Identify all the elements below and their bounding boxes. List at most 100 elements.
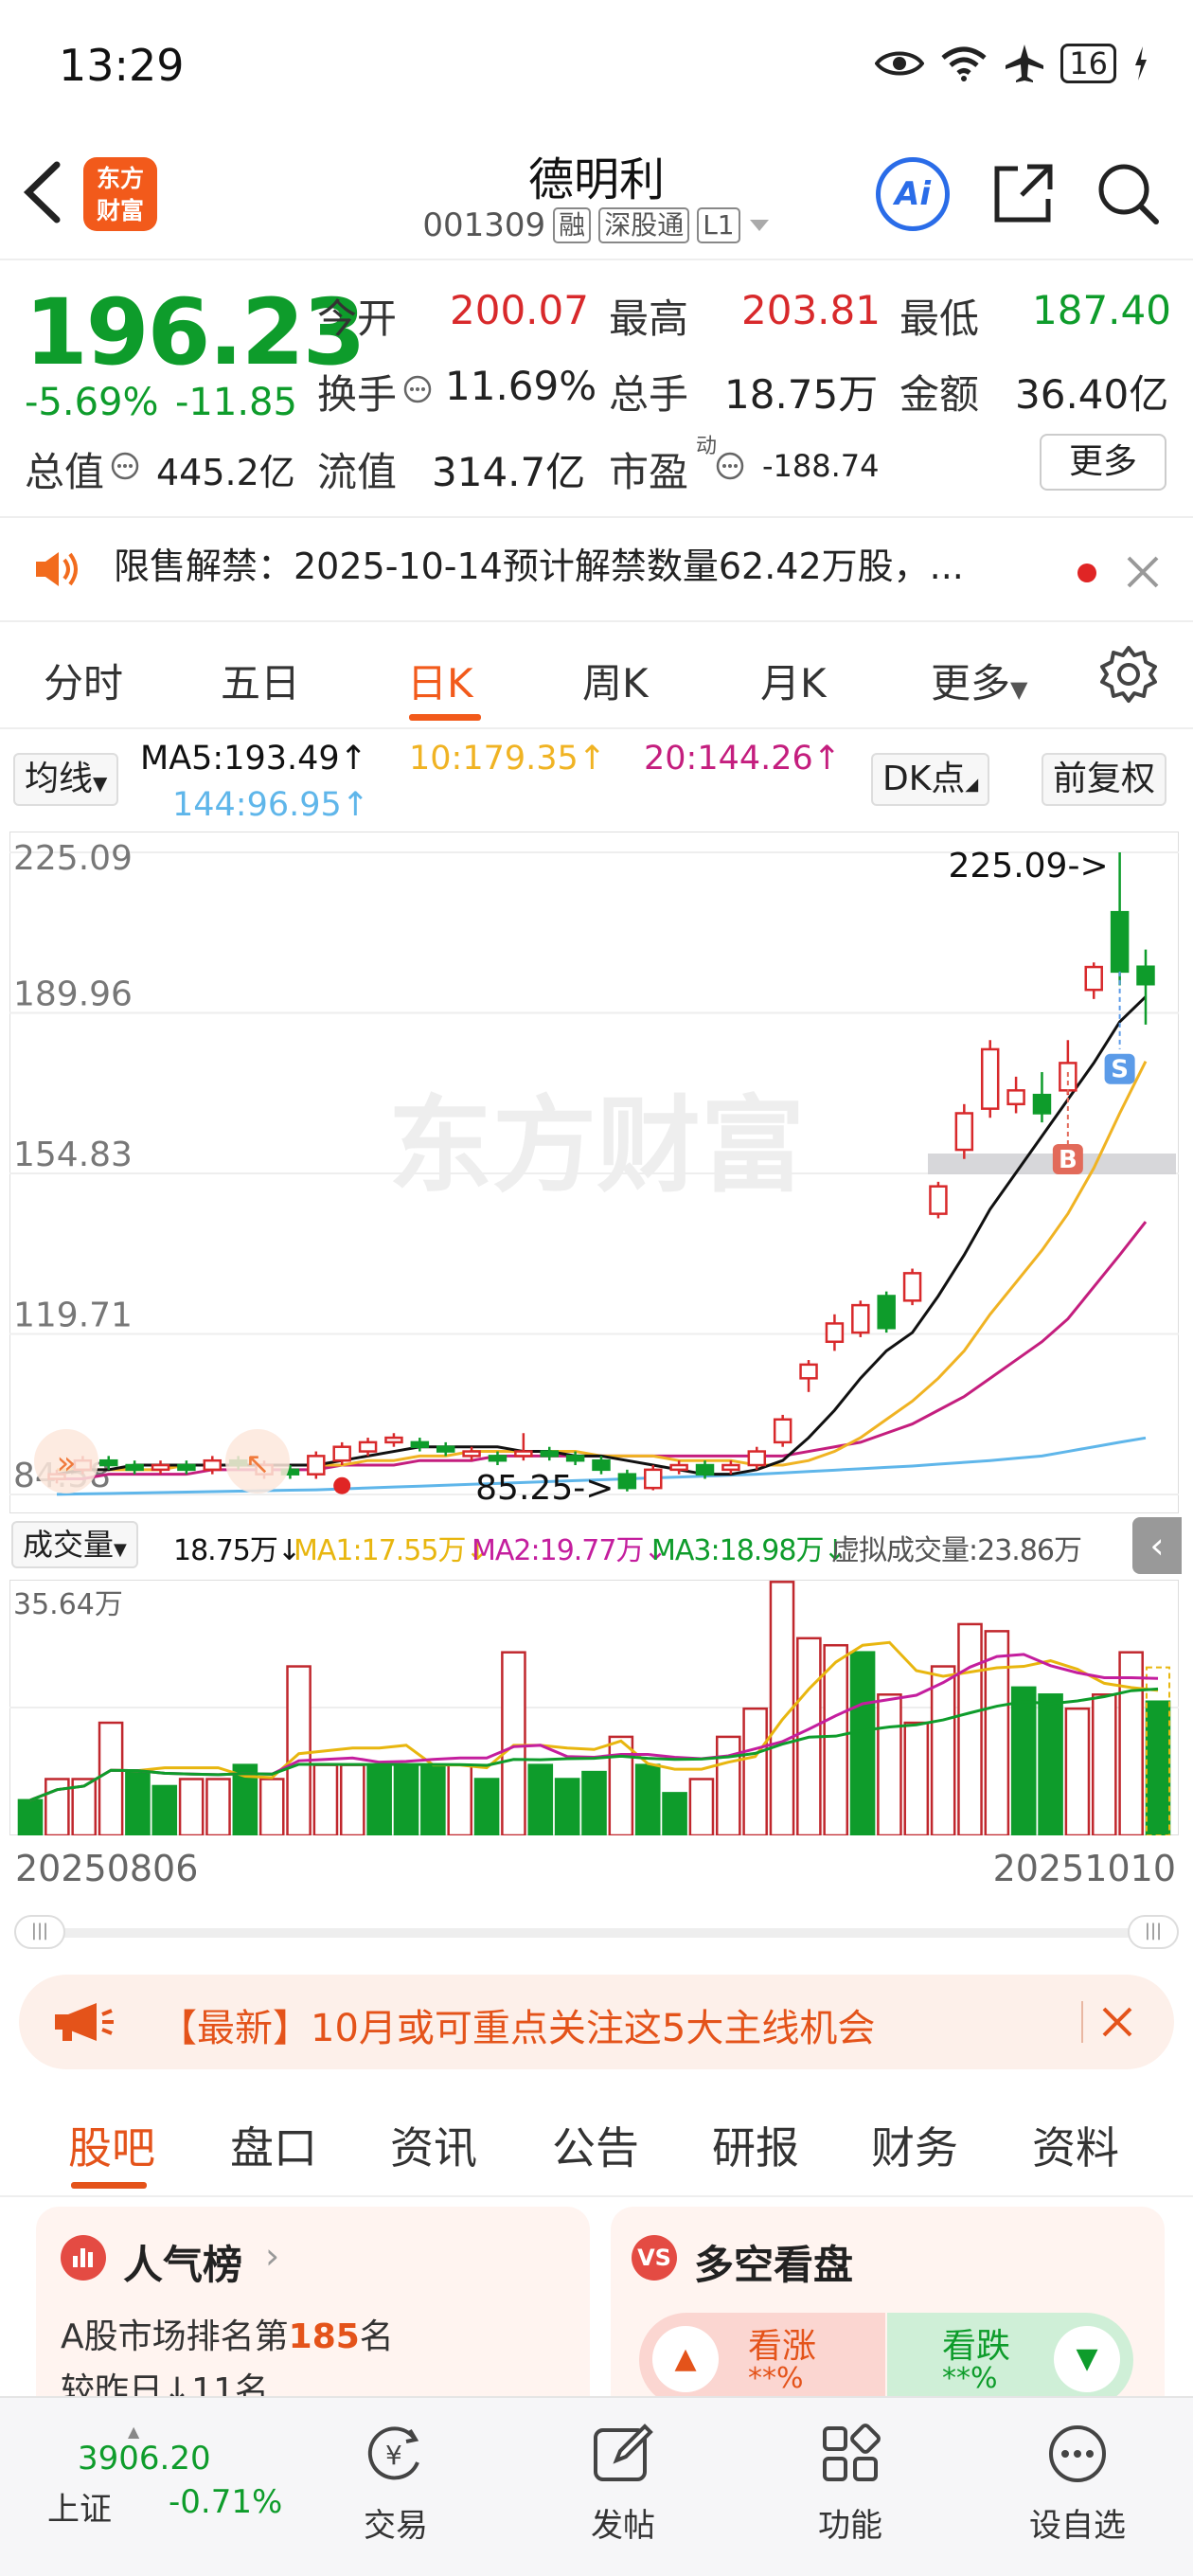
back-button[interactable]: [19, 159, 76, 235]
candles[interactable]: [47, 852, 1155, 1492]
float-cap-label: 流值: [317, 449, 398, 495]
candle-body: [307, 1455, 326, 1476]
banner-text[interactable]: 【最新】10月或可重点关注这5大主线机会: [159, 2007, 876, 2050]
ma144-value: 144:96.95↑: [172, 786, 370, 824]
volume-bar: [178, 1778, 205, 1835]
tab-profile[interactable]: 资料: [1032, 2122, 1119, 2174]
bull-bear-card[interactable]: VS 多空看盘 ▲ 看涨 **% 看跌 **% ▼: [611, 2207, 1165, 2424]
ai-assistant-button[interactable]: Ai: [876, 157, 950, 231]
candle: [488, 1451, 507, 1466]
candle-body: [436, 1445, 455, 1453]
wifi-icon: [941, 46, 987, 81]
notice-text[interactable]: 限售解禁：2025-10-14预计解禁数量62.42万股，...: [114, 546, 964, 587]
nav-functions[interactable]: 功能: [775, 2423, 926, 2546]
buy-marker-letter: B: [1059, 1146, 1077, 1174]
speaker-icon: [36, 552, 78, 586]
candle-body: [488, 1455, 507, 1462]
candle: [1032, 1072, 1052, 1123]
candle-body: [799, 1363, 818, 1380]
tab-guba[interactable]: 股吧: [68, 2122, 155, 2174]
volume-bar: [877, 1693, 902, 1835]
brand-logo[interactable]: 东方 财富: [83, 157, 157, 231]
tab-monthly-k[interactable]: 月K: [760, 660, 827, 707]
candle: [929, 1181, 948, 1219]
popularity-card[interactable]: 人气榜 › A股市场排名第185名 较昨日↓11名: [36, 2207, 590, 2424]
candle: [1006, 1076, 1025, 1114]
volume-bar: [634, 1763, 661, 1835]
collapse-panel-button[interactable]: ‹: [1132, 1517, 1182, 1574]
more-quote-button[interactable]: 更多: [1040, 434, 1166, 491]
indicator-select[interactable]: 均线▼: [13, 753, 119, 806]
nav-watchlist[interactable]: 设自选: [1002, 2423, 1153, 2546]
search-icon[interactable]: [1094, 159, 1162, 227]
y-tick-label: 119.71: [13, 1296, 133, 1334]
info-icon[interactable]: [715, 451, 745, 481]
edit-icon: [594, 2424, 653, 2481]
index-name: 上证: [47, 2491, 112, 2529]
charging-icon: [1135, 46, 1147, 80]
caret-down-icon: ▼: [114, 1540, 127, 1560]
adjust-button[interactable]: 前复权: [1042, 753, 1167, 806]
eye-icon: [875, 51, 925, 76]
tab-intraday[interactable]: 分时: [44, 660, 124, 707]
chart-range-scrollbar[interactable]: ||| |||: [14, 1911, 1179, 1953]
dk-point-button[interactable]: DK点◢: [871, 753, 990, 806]
close-icon[interactable]: [1100, 2005, 1134, 2039]
candle: [540, 1446, 559, 1461]
tab-more-label: 更多: [931, 660, 1011, 707]
tab-five-day[interactable]: 五日: [221, 660, 301, 707]
nav-functions-label: 功能: [818, 2507, 882, 2545]
tab-financials[interactable]: 财务: [871, 2122, 958, 2174]
nav-trade-label: 交易: [364, 2507, 428, 2545]
volume-bars: [17, 1581, 1171, 1835]
candle-body: [747, 1450, 767, 1467]
candle: [99, 1456, 118, 1470]
double-chevron-icon: »: [57, 1444, 77, 1482]
grid: [9, 832, 1179, 1513]
tab-orderbook[interactable]: 盘口: [230, 2122, 317, 2174]
scroll-handle-right[interactable]: |||: [1128, 1915, 1179, 1949]
active-tab-indicator: [409, 714, 481, 721]
share-icon[interactable]: [989, 159, 1058, 227]
tab-news[interactable]: 资讯: [390, 2122, 477, 2174]
market-cap-value: 445.2亿: [156, 452, 295, 493]
info-icon[interactable]: [110, 451, 140, 481]
change-percent: -5.69%: [25, 381, 159, 424]
nav-trade[interactable]: ¥ 交易: [320, 2423, 472, 2546]
notice-bar[interactable]: 限售解禁：2025-10-14预计解禁数量62.42万股，...: [0, 516, 1193, 622]
tab-research[interactable]: 研报: [712, 2122, 799, 2174]
caret-down-icon: ▼: [1010, 676, 1028, 703]
popularity-title: 人气榜: [123, 2242, 243, 2288]
index-ticker[interactable]: ▲ 3906.20: [76, 2423, 211, 2540]
bear-button[interactable]: 看跌 **% ▼: [887, 2313, 1133, 2407]
info-tabs: 股吧 盘口 资讯 公告 研报 财务 资料: [0, 2084, 1193, 2197]
candle: [617, 1469, 637, 1492]
volume-bar: [1010, 1686, 1037, 1835]
tab-announcements[interactable]: 公告: [552, 2122, 639, 2174]
bull-button[interactable]: ▲ 看涨 **%: [639, 2313, 885, 2407]
chevron-left-icon: [23, 161, 61, 224]
news-banner[interactable]: 【最新】10月或可重点关注这5大主线机会: [19, 1975, 1174, 2069]
volume-ma3: MA3:18.98万↓: [651, 1534, 847, 1567]
nav-post[interactable]: 发帖: [547, 2423, 699, 2546]
tab-daily-k[interactable]: 日K: [407, 660, 473, 707]
volume-bar: [527, 1763, 554, 1835]
volume-chart[interactable]: 35.64万: [9, 1580, 1179, 1835]
close-icon[interactable]: [1125, 554, 1161, 590]
high-value: 203.81: [741, 287, 881, 333]
more-dots-icon: [1049, 2425, 1106, 2482]
volume-bar: [957, 1622, 983, 1835]
candle: [1084, 962, 1103, 999]
stock-code-row[interactable]: 001309 融 深股通 L1: [0, 206, 1193, 244]
open-value: 200.07: [450, 287, 589, 333]
scroll-handle-left[interactable]: |||: [14, 1915, 65, 1949]
info-icon[interactable]: [402, 374, 433, 404]
chart-bars-icon: [61, 2235, 106, 2281]
gear-icon[interactable]: [1098, 644, 1159, 705]
candle-body: [592, 1458, 611, 1472]
volume-select[interactable]: 成交量▼: [11, 1521, 138, 1568]
tab-more[interactable]: 更多▼: [931, 652, 1027, 709]
rank-change: 较昨日↓11名: [61, 2371, 269, 2397]
tab-weekly-k[interactable]: 周K: [582, 660, 649, 707]
